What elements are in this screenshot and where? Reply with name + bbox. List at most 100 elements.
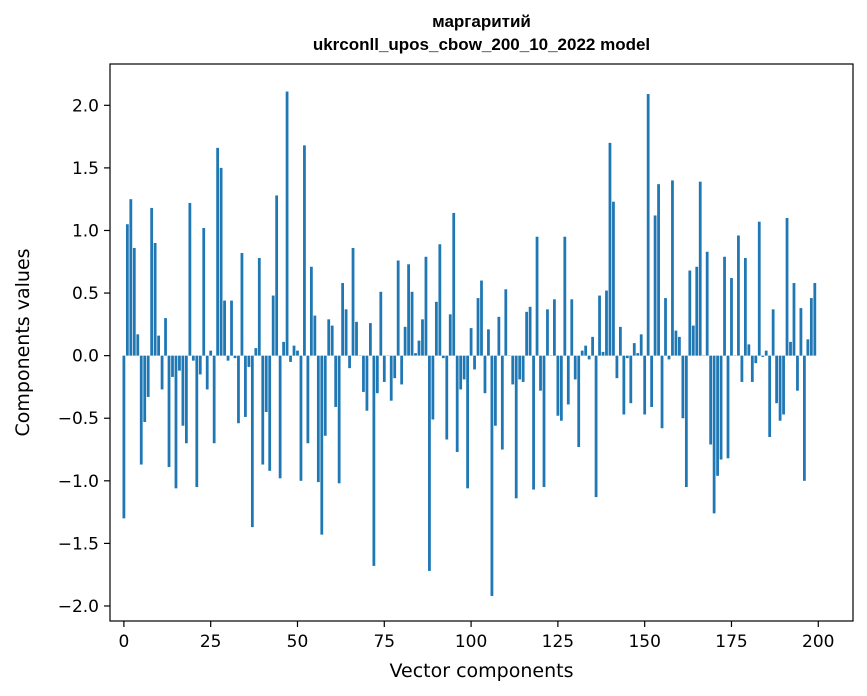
bar-83: [410, 291, 414, 356]
bar-88: [428, 355, 431, 571]
bar-174: [726, 355, 730, 459]
bar-91: [438, 244, 442, 356]
bar-154: [657, 184, 660, 356]
bar-93: [445, 355, 449, 440]
bar-131: [577, 355, 581, 448]
bar-152: [650, 355, 654, 407]
bar-128: [566, 355, 570, 405]
bar-35: [244, 355, 247, 417]
bar-23: [202, 227, 206, 356]
bar-161: [681, 355, 685, 419]
bar-2: [129, 199, 133, 356]
bar-59: [327, 319, 331, 356]
bar-101: [473, 355, 476, 370]
bar-22: [198, 355, 202, 375]
bar-104: [483, 355, 487, 394]
y-tick-label: −0.5: [58, 409, 99, 429]
bar-169: [709, 355, 713, 445]
bar-142: [615, 355, 619, 379]
bar-10: [157, 335, 160, 356]
bar-37: [250, 355, 254, 528]
bar-197: [806, 339, 810, 356]
bar-0: [122, 355, 126, 519]
bar-178: [740, 355, 744, 382]
bar-120: [539, 355, 542, 391]
bar-182: [754, 355, 758, 364]
bar-105: [487, 329, 490, 356]
chart-subtitle: ukrconll_upos_cbow_200_10_2022 model: [312, 35, 651, 54]
bar-150: [643, 355, 647, 415]
y-tick-label: −1.5: [58, 534, 99, 554]
bar-158: [671, 180, 674, 356]
y-tick-label: 0.5: [72, 284, 99, 304]
bar-85: [417, 340, 421, 356]
bar-80: [400, 355, 404, 385]
bar-61: [334, 355, 338, 407]
bar-49: [292, 345, 296, 356]
bar-60: [330, 325, 334, 356]
bar-185: [764, 350, 768, 356]
bar-47: [285, 91, 289, 356]
bar-137: [598, 295, 601, 356]
bar-18: [184, 355, 188, 444]
bar-143: [618, 326, 622, 356]
x-tick-label: 200: [802, 632, 834, 652]
bar-141: [612, 201, 615, 356]
bar-134: [587, 355, 591, 360]
bar-14: [171, 355, 174, 377]
bar-112: [511, 355, 515, 385]
bar-64: [344, 309, 348, 356]
bar-69: [362, 355, 365, 392]
bar-27: [216, 147, 220, 356]
bar-148: [636, 353, 640, 356]
bar-164: [691, 325, 695, 356]
bar-90: [434, 301, 438, 356]
bar-166: [698, 181, 702, 356]
bar-149: [639, 334, 643, 356]
bar-199: [813, 283, 817, 356]
bar-163: [688, 270, 692, 356]
bar-13: [167, 355, 171, 468]
bar-171: [716, 355, 719, 476]
bar-67: [355, 321, 358, 356]
bar-66: [351, 248, 355, 356]
bar-9: [153, 242, 157, 356]
bar-172: [719, 355, 723, 460]
bar-124: [553, 299, 556, 356]
bar-119: [535, 236, 539, 356]
bar-115: [521, 355, 525, 382]
bar-6: [143, 355, 147, 422]
bar-194: [796, 355, 799, 391]
bar-109: [500, 355, 504, 450]
bar-98: [462, 355, 466, 380]
bar-12: [164, 318, 167, 356]
x-tick-label: 75: [373, 632, 395, 652]
bar-147: [632, 343, 636, 356]
bar-151: [646, 94, 650, 356]
bar-16: [178, 355, 181, 371]
bar-74: [379, 291, 383, 356]
bar-63: [341, 283, 345, 356]
bar-165: [695, 266, 699, 356]
bar-32: [233, 355, 237, 359]
bar-188: [775, 355, 779, 404]
bar-192: [789, 341, 792, 356]
y-tick-label: 0.0: [72, 347, 99, 367]
bar-157: [667, 355, 671, 360]
bar-160: [678, 336, 681, 356]
bar-92: [441, 355, 445, 359]
bar-116: [525, 311, 529, 356]
plot-frame: [109, 63, 854, 622]
x-tick-label: 150: [628, 632, 660, 652]
bar-5: [139, 355, 143, 465]
chart-title: маргаритий: [432, 12, 531, 31]
bar-153: [653, 215, 657, 356]
bar-58: [323, 355, 327, 436]
x-tick-label: 175: [715, 632, 747, 652]
bar-184: [761, 355, 765, 357]
bar-8: [150, 207, 154, 356]
bar-72: [372, 355, 376, 566]
bar-62: [337, 355, 341, 484]
bar-42: [268, 355, 272, 471]
